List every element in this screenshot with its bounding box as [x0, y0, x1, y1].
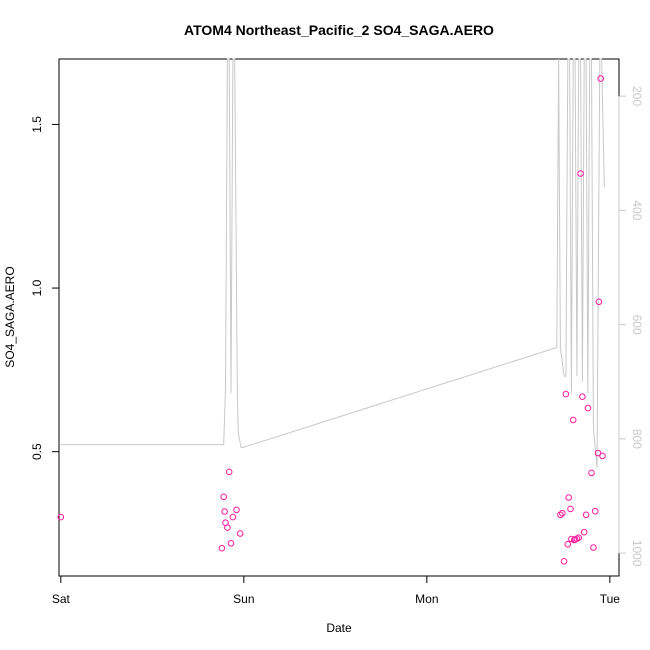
- data-point: [565, 494, 573, 501]
- data-point: [564, 541, 572, 548]
- points-layer: [57, 75, 606, 565]
- y-tick-label: 0.5: [30, 443, 44, 460]
- x-axis-label: Date: [326, 621, 352, 635]
- y2-tick-label: 800: [630, 429, 644, 449]
- data-point: [580, 528, 588, 536]
- y-axis: 0.5 1.0 1.5: [30, 116, 60, 460]
- data-point: [57, 513, 65, 521]
- altitude-line: [60, 58, 605, 468]
- y-axis-label: SO4_SAGA.AERO: [3, 266, 17, 367]
- y2-axis: 200 400 600 800 1000: [618, 86, 644, 567]
- x-tick-label: Sat: [52, 592, 71, 606]
- data-point: [218, 544, 226, 552]
- data-point: [577, 170, 584, 177]
- data-point: [557, 511, 564, 519]
- data-point: [221, 508, 228, 515]
- data-point: [227, 540, 235, 547]
- data-point: [567, 505, 574, 513]
- data-point: [584, 404, 592, 412]
- y2-tick-label: 200: [630, 86, 644, 106]
- data-point: [233, 506, 240, 514]
- y2-tick-label: 600: [630, 315, 644, 335]
- data-point: [590, 544, 597, 551]
- data-point: [582, 511, 590, 519]
- chart-title: ATOM4 Northeast_Pacific_2 SO4_SAGA.AERO: [184, 22, 494, 38]
- data-point: [599, 452, 606, 460]
- y2-tick-label: 400: [630, 200, 644, 220]
- data-point: [575, 534, 583, 542]
- data-point: [597, 75, 605, 82]
- plot-frame: [58, 58, 620, 577]
- y-tick-label: 1.5: [30, 116, 44, 133]
- x-axis: Sat Sun Mon Tue: [52, 575, 621, 606]
- data-point: [562, 390, 570, 398]
- data-point: [560, 558, 568, 565]
- x-tick-label: Tue: [600, 592, 621, 606]
- data-point: [588, 469, 595, 477]
- x-tick-label: Sun: [233, 592, 254, 606]
- data-point: [220, 493, 227, 501]
- data-point: [579, 393, 586, 401]
- data-point: [559, 509, 566, 517]
- y-tick-label: 1.0: [30, 279, 44, 296]
- x-tick-label: Mon: [415, 592, 438, 606]
- data-point: [595, 298, 603, 306]
- data-point: [594, 449, 602, 457]
- data-point: [236, 530, 244, 537]
- data-point: [224, 524, 231, 531]
- data-point: [591, 507, 599, 515]
- line-layer: [60, 58, 605, 468]
- data-point: [569, 416, 577, 424]
- y2-tick-label: 1000: [630, 540, 644, 567]
- data-point: [225, 468, 233, 476]
- data-point: [229, 513, 237, 521]
